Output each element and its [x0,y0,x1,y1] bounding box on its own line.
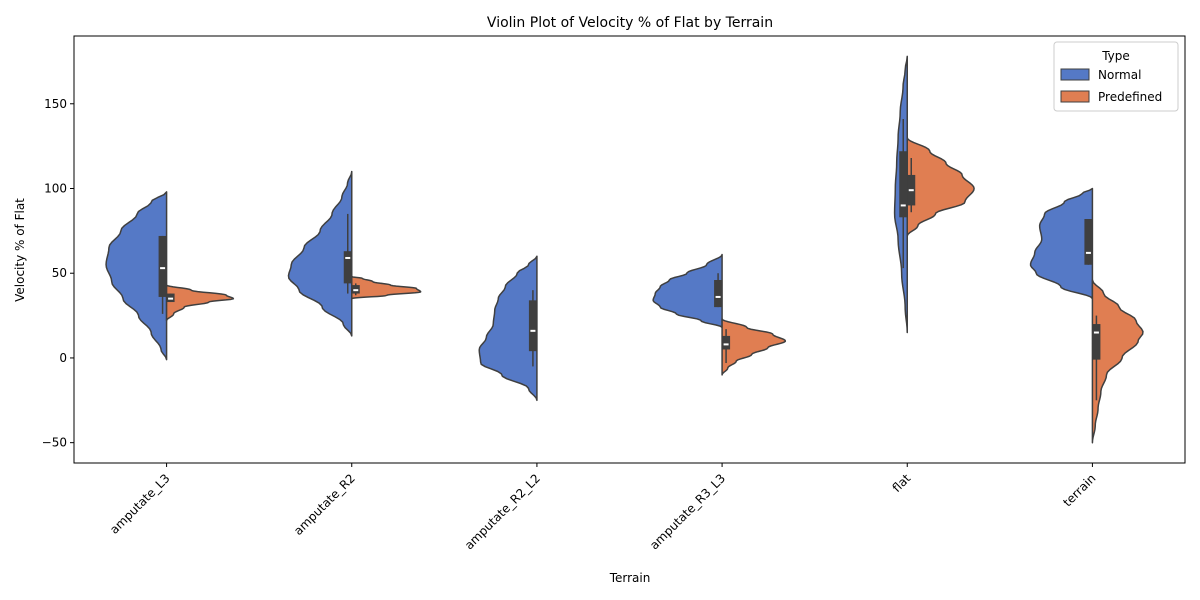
y-axis: −50 0 50 100 150 [42,97,74,450]
legend-label-normal: Normal [1098,68,1141,82]
x-tick-label: amputate_R3_L3 [647,471,728,552]
violin-normal [652,253,723,329]
violin-predefined [165,284,235,322]
violin-normal [478,255,538,402]
x-tick-label: flat [890,471,914,495]
x-tick-label: amputate_L3 [107,471,173,537]
y-tick-label: 100 [44,182,67,196]
y-tick-label: 50 [52,266,67,280]
violin-median [168,297,174,300]
plot-frame [73,35,1186,464]
violin-median [353,289,359,292]
y-axis-label: Velocity % of Flat [13,198,27,302]
y-tick-label: −50 [42,436,67,450]
violin-median [723,343,729,346]
violin-median [900,204,906,207]
violin-normal [287,170,353,337]
violin-predefined [351,275,422,300]
x-tick-label: amputate_R2 [291,471,358,538]
violin-median [345,256,351,259]
chart-title: Violin Plot of Velocity % of Flat by Ter… [487,15,773,31]
y-tick-label: 150 [44,97,67,111]
violin-iqr-box [722,335,731,350]
violin-iqr-box [158,235,167,297]
violin-predefined [1091,279,1144,444]
x-axis: amputate_L3 amputate_R2 amputate_R2_L2 ampu… [107,463,1099,552]
legend-swatch-normal [1060,68,1090,81]
violin-median [1085,251,1091,254]
violin-normal [1029,187,1094,300]
violin-predefined [906,136,975,237]
plot-area [105,55,1144,444]
y-tick-label: 0 [59,351,67,365]
violin-median [530,329,536,332]
violin-normal [105,191,168,361]
x-tick-label: terrain [1060,471,1098,509]
legend: Type Normal Predefined [1053,41,1179,112]
violin-iqr-box [528,300,537,352]
violin-iqr-box [1092,324,1101,360]
violin-median [160,267,166,270]
legend-swatch-predefined [1060,90,1090,103]
violin-median [1093,331,1099,334]
x-axis-label: Terrain [609,571,651,585]
violin-iqr-box [343,251,352,284]
violin-median [715,295,721,298]
violin-iqr-box [899,151,908,218]
violin-predefined [721,318,787,376]
violin-iqr-box [1084,219,1093,265]
x-tick-label: amputate_R2_L2 [462,471,543,552]
violin-median [908,189,914,192]
legend-title: Type [1101,49,1130,63]
violin-iqr-box [714,280,723,308]
legend-label-predefined: Predefined [1098,90,1162,104]
